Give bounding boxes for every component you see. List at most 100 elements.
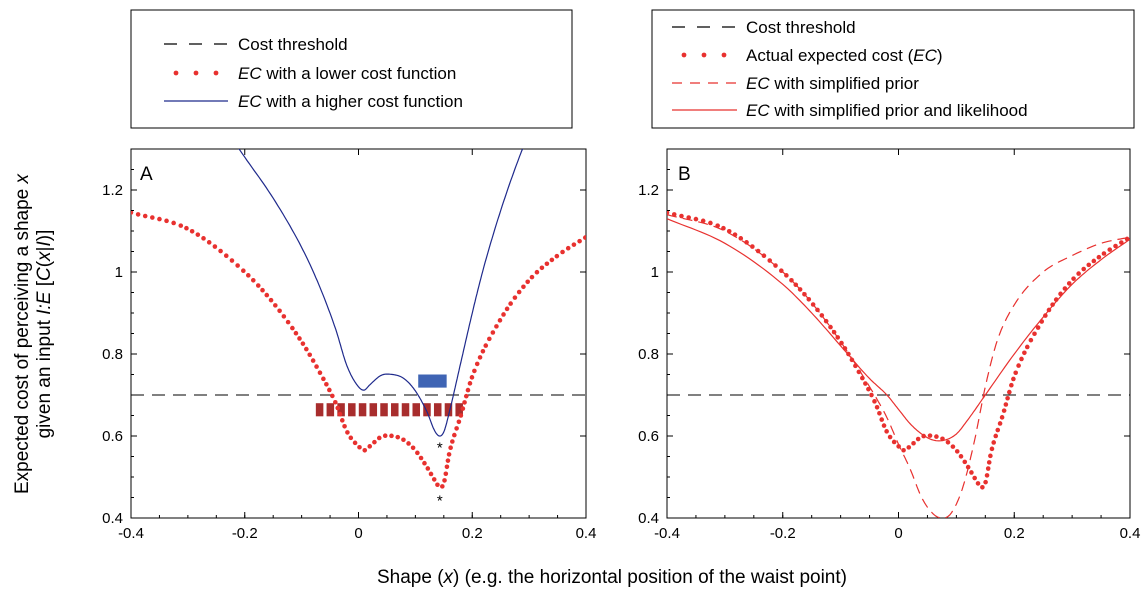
data-point xyxy=(157,216,162,222)
legend-entry: EC with a lower cost function xyxy=(173,64,456,83)
data-point xyxy=(454,426,459,431)
data-point xyxy=(314,364,319,369)
legend-entry: Cost threshold xyxy=(164,35,348,54)
data-point xyxy=(525,279,531,285)
data-point xyxy=(516,289,522,295)
data-point xyxy=(229,258,235,263)
data-point xyxy=(874,404,880,410)
data-point xyxy=(339,418,345,423)
data-point xyxy=(679,213,684,219)
data-point xyxy=(1119,240,1124,245)
data-point xyxy=(410,445,416,451)
data-point xyxy=(442,478,447,483)
data-point xyxy=(422,460,427,466)
cost-bar-segment xyxy=(337,403,345,417)
data-point xyxy=(738,236,744,241)
data-point xyxy=(1003,402,1009,407)
data-point xyxy=(480,348,486,354)
cost-bar-segment xyxy=(401,403,410,417)
data-point xyxy=(686,215,692,220)
italic-text: EC xyxy=(238,64,262,83)
data-point xyxy=(934,434,939,439)
data-point xyxy=(241,268,246,273)
data-point xyxy=(246,273,251,278)
cost-bar-segment xyxy=(433,403,442,417)
data-point xyxy=(337,411,343,417)
data-point xyxy=(901,447,906,453)
data-point xyxy=(884,429,889,434)
data-point xyxy=(135,212,141,217)
data-point xyxy=(1066,281,1072,286)
data-point xyxy=(446,452,452,457)
data-point xyxy=(997,421,1003,426)
data-point xyxy=(866,386,871,392)
panel-label-b: B xyxy=(678,164,691,185)
data-point xyxy=(189,228,195,234)
data-point xyxy=(235,263,240,268)
text-span: Cost threshold xyxy=(746,18,856,37)
cost-bar-segment xyxy=(348,403,356,417)
panel-a: Cost threshold EC with a lower cost funct… xyxy=(102,9,596,542)
data-point xyxy=(887,434,893,440)
data-point xyxy=(297,336,302,341)
legend-label: Cost threshold xyxy=(238,35,348,54)
data-point xyxy=(150,215,155,220)
y-tick-label: 1 xyxy=(115,264,123,281)
data-point xyxy=(512,295,518,300)
data-point xyxy=(131,210,134,215)
text-span: with a higher cost function xyxy=(262,92,463,111)
text-span: | xyxy=(34,247,55,252)
legend-entry: EC with simplified prior and likelihood xyxy=(672,101,1028,120)
data-point xyxy=(212,244,218,249)
text-span: ) xyxy=(937,46,943,65)
series-dots xyxy=(667,210,1130,490)
italic-text: EC xyxy=(238,92,262,111)
data-point xyxy=(726,228,732,234)
data-point xyxy=(1013,370,1018,376)
legend-entry: EC with a higher cost function xyxy=(164,92,463,111)
data-point xyxy=(178,223,184,228)
data-point xyxy=(1009,382,1014,388)
legend-label: EC with simplified prior xyxy=(746,74,919,93)
data-point xyxy=(1062,286,1068,291)
data-point xyxy=(321,376,326,382)
italic-text: EC xyxy=(746,74,770,93)
data-point xyxy=(281,314,287,319)
series-dots xyxy=(131,210,586,489)
data-point xyxy=(490,330,496,335)
italic-text: x xyxy=(12,172,33,184)
x-tick-label: -0.4 xyxy=(118,525,144,542)
legend-swatch-dot xyxy=(213,70,219,76)
text-span: with simplified prior and likelihood xyxy=(770,101,1028,120)
cost-bar-segment xyxy=(326,403,335,417)
data-point xyxy=(1024,344,1030,350)
cost-bar-segment xyxy=(391,403,399,417)
data-point xyxy=(463,393,469,399)
data-point xyxy=(372,439,377,445)
data-point xyxy=(1113,243,1118,249)
minimum-star-marker: * xyxy=(437,439,443,456)
data-point xyxy=(1035,325,1041,330)
data-point xyxy=(1050,302,1055,307)
data-point xyxy=(891,439,897,445)
data-point xyxy=(1028,337,1034,343)
legend-swatch-dot xyxy=(193,70,199,76)
data-point xyxy=(352,440,358,446)
series-line xyxy=(238,149,524,437)
y-tick-label: 1.2 xyxy=(102,182,123,199)
cost-bar-segment xyxy=(380,403,388,417)
cost-bar-segment xyxy=(455,403,463,417)
x-tick-label: 0.2 xyxy=(1004,525,1025,542)
data-point xyxy=(671,212,677,217)
data-point xyxy=(395,434,401,440)
x-tick-label: -0.2 xyxy=(770,525,796,542)
data-point xyxy=(927,433,933,438)
data-point xyxy=(577,238,582,244)
legend-label: EC with a higher cost function xyxy=(238,92,463,111)
y-tick-label: 1 xyxy=(651,264,659,281)
italic-text: I:E xyxy=(34,291,55,315)
data-point xyxy=(975,481,981,486)
data-point xyxy=(984,473,990,478)
cost-bar-segment xyxy=(444,403,453,417)
text-span: ) (e.g. the horizontal position of the w… xyxy=(453,567,847,588)
